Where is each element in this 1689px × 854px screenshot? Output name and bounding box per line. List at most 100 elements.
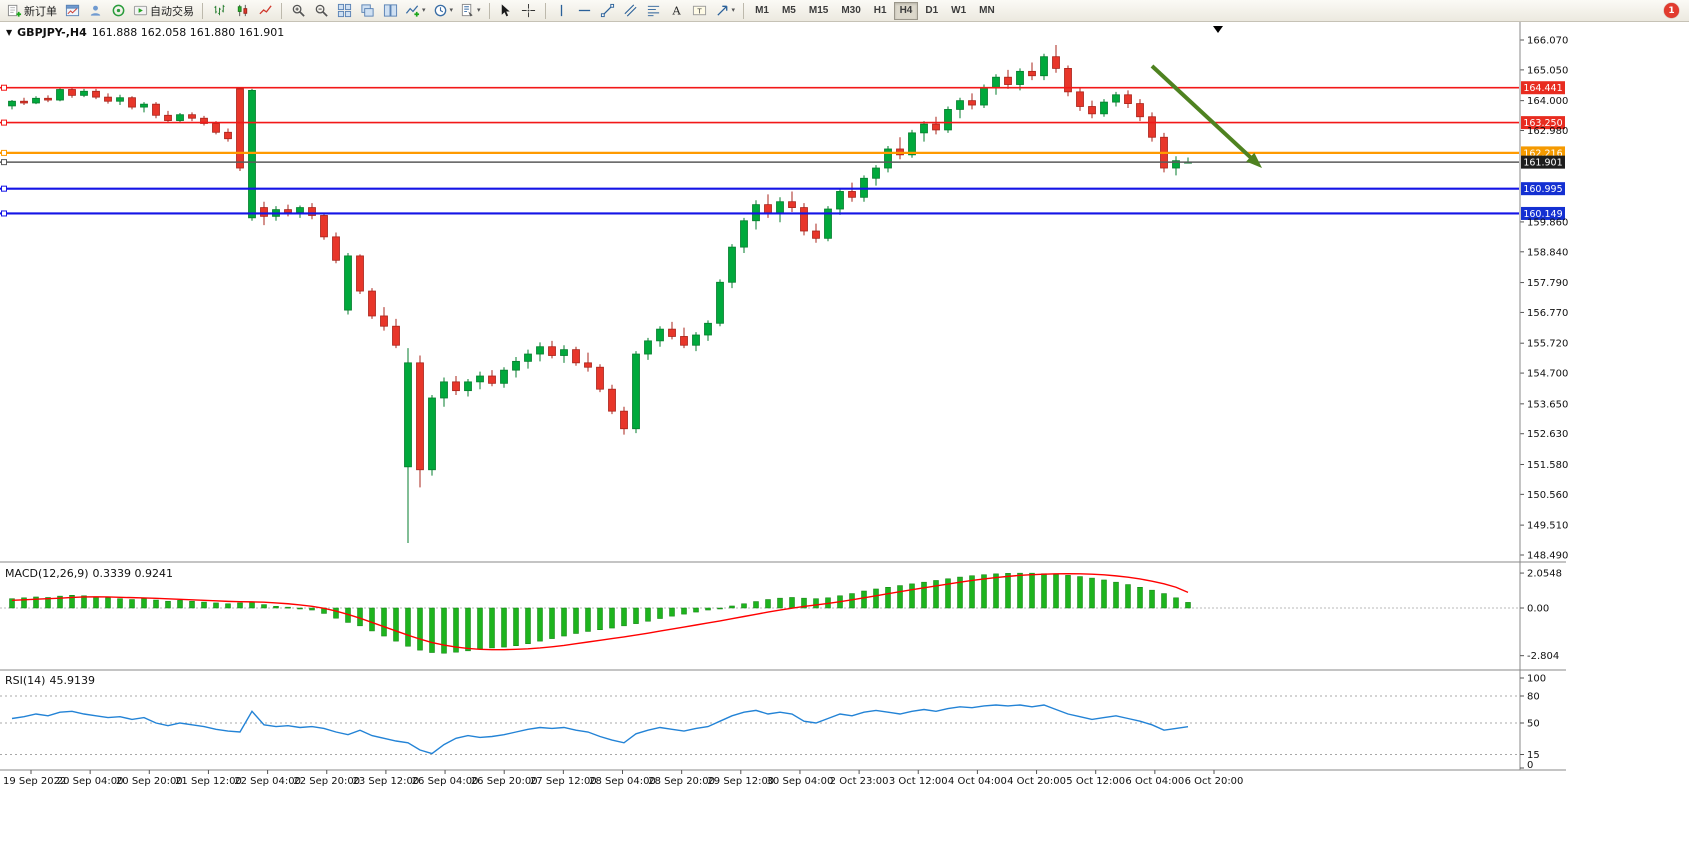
- trend-arrow-annotation[interactable]: [1150, 64, 1257, 163]
- profiles-button[interactable]: [84, 1, 106, 21]
- time-axis-label: 26 Sep 20:00: [471, 776, 538, 787]
- macd-histogram-bar: [369, 607, 375, 632]
- new-chart-button[interactable]: [61, 1, 83, 21]
- macd-histogram-bar: [69, 595, 75, 609]
- cascade-windows-button[interactable]: [356, 1, 378, 21]
- vertical-line-button[interactable]: [551, 1, 573, 21]
- market-watch-button[interactable]: [107, 1, 129, 21]
- candle-down: [800, 207, 808, 232]
- candle-down: [764, 204, 772, 214]
- macd-histogram-bar: [789, 597, 795, 609]
- text-label-icon: T: [692, 3, 707, 18]
- candle-down: [128, 97, 136, 108]
- text-label-button[interactable]: T: [689, 1, 711, 21]
- line-chart-button[interactable]: [254, 1, 276, 21]
- trendline-button[interactable]: [597, 1, 619, 21]
- tile-windows-button[interactable]: [333, 1, 355, 21]
- macd-histogram-bar: [1053, 574, 1059, 609]
- macd-histogram-bar: [333, 607, 339, 619]
- zoom-out-icon: [314, 3, 329, 18]
- timeframe-m15-button[interactable]: M15: [803, 2, 834, 20]
- time-axis-label: 20 Sep 04:00: [57, 776, 124, 787]
- macd-histogram-bar: [225, 603, 231, 609]
- timeframe-m30-button[interactable]: M30: [835, 2, 866, 20]
- candle-down: [284, 209, 292, 213]
- candle-up: [536, 346, 544, 355]
- text-button[interactable]: A: [666, 1, 688, 21]
- cursor-button[interactable]: [495, 1, 517, 21]
- time-axis-label: 22 Sep 04:00: [234, 776, 301, 787]
- macd-values-label: 0.3339 0.9241: [92, 567, 174, 580]
- macd-histogram-bar: [417, 607, 423, 651]
- price-axis-label: 150.560: [1527, 490, 1568, 501]
- bar-chart-button[interactable]: [208, 1, 230, 21]
- crosshair-button[interactable]: [518, 1, 540, 21]
- zoom-out-button[interactable]: [310, 1, 332, 21]
- time-axis-label: 6 Oct 04:00: [1125, 776, 1184, 787]
- candle-up: [776, 201, 784, 214]
- candlestick-chart-button[interactable]: [231, 1, 253, 21]
- timeframe-m1-button[interactable]: M1: [749, 2, 775, 20]
- macd-histogram-bar: [1149, 589, 1155, 609]
- timeframe-m5-button[interactable]: M5: [776, 2, 802, 20]
- zoom-in-button[interactable]: [287, 1, 309, 21]
- price-axis-label: 148.490: [1527, 551, 1568, 562]
- candle-up: [116, 97, 124, 102]
- templates-button[interactable]: ▾: [457, 1, 484, 21]
- timeframe-d1-button[interactable]: D1: [919, 2, 944, 20]
- equidistant-channel-button[interactable]: [620, 1, 642, 21]
- candle-up: [80, 90, 88, 96]
- macd-title: MACD(12,26,9) 0.3339 0.9241: [5, 567, 173, 580]
- candle-up: [428, 397, 436, 471]
- timeframe-h1-button[interactable]: H1: [868, 2, 893, 20]
- arrows-icon: [715, 3, 730, 18]
- text-icon: A: [669, 3, 684, 18]
- candle-up: [500, 369, 508, 384]
- macd-histogram-bar: [201, 601, 207, 609]
- macd-histogram-bar: [993, 573, 999, 609]
- timeframe-mn-button[interactable]: MN: [973, 2, 1001, 20]
- candle-up: [512, 360, 520, 371]
- macd-histogram-bar: [873, 588, 879, 609]
- oneclick-toggle-icon[interactable]: ▼: [6, 28, 13, 37]
- candle-down: [1004, 76, 1012, 85]
- macd-histogram-bar: [585, 607, 591, 632]
- macd-histogram-bar: [1041, 573, 1047, 609]
- time-axis-label: 20 Sep 20:00: [116, 776, 183, 787]
- autotrading-button[interactable]: 自动交易: [130, 1, 197, 21]
- macd-histogram-bar: [645, 607, 651, 622]
- arrows-button[interactable]: ▾: [712, 1, 739, 21]
- chart-shift-marker[interactable]: [1213, 26, 1223, 33]
- candle-down: [788, 201, 796, 208]
- candlestick-chart-icon: [235, 3, 250, 18]
- candle-down: [320, 215, 328, 238]
- candle-down: [392, 325, 400, 346]
- fibonacci-button[interactable]: [643, 1, 665, 21]
- timeframe-h4-button[interactable]: H4: [893, 1, 919, 20]
- timeframe-w1-button[interactable]: W1: [945, 2, 972, 20]
- equidistant-channel-icon: [623, 3, 638, 18]
- vertical-line-icon: [554, 3, 569, 18]
- tile-vertical-button[interactable]: [379, 1, 401, 21]
- macd-histogram-bar: [813, 598, 819, 609]
- horizontal-line-button[interactable]: [574, 1, 596, 21]
- time-axis-label: 5 Oct 12:00: [1066, 776, 1125, 787]
- notification-badge[interactable]: 1: [1664, 3, 1679, 18]
- price-badge-label: 163.250: [1523, 118, 1562, 129]
- hline-handle: [1, 119, 7, 126]
- indicators-button[interactable]: ▾: [402, 1, 429, 21]
- price-badge: [1521, 206, 1565, 220]
- time-axis-label: 22 Sep 20:00: [293, 776, 360, 787]
- macd-histogram-bar: [921, 581, 927, 609]
- macd-histogram-bar: [477, 607, 483, 650]
- macd-histogram-bar: [957, 576, 963, 609]
- periods-clock-icon: [433, 3, 448, 18]
- periods-button[interactable]: ▾: [430, 1, 457, 21]
- candle-up: [824, 208, 832, 239]
- candle-down: [968, 100, 976, 106]
- new-order-button[interactable]: 新订单: [4, 1, 60, 21]
- candle-up: [656, 328, 664, 342]
- candle-up: [836, 191, 844, 210]
